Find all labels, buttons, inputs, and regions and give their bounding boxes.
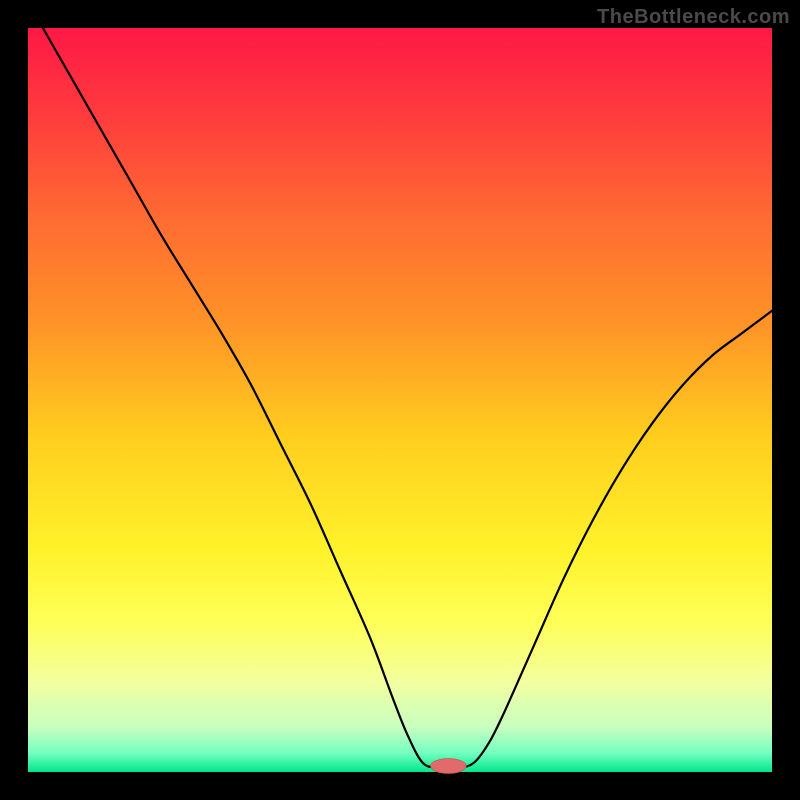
gradient-background	[28, 28, 772, 772]
chart-stage: TheBottleneck.com	[0, 0, 800, 800]
watermark-text: TheBottleneck.com	[597, 6, 790, 29]
bottleneck-chart	[0, 0, 800, 800]
optimal-point-marker	[431, 759, 467, 774]
